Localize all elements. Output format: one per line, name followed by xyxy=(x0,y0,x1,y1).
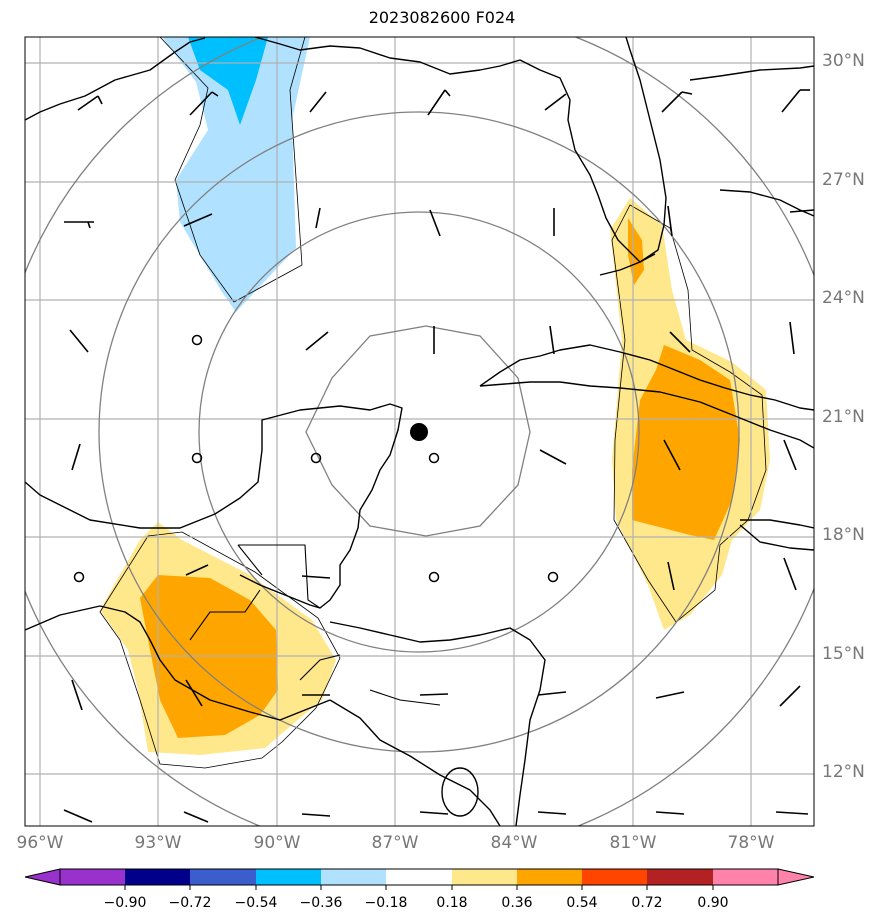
lat-lon-gridlines xyxy=(25,37,814,826)
contour-outlines xyxy=(99,37,767,769)
colorbar-extend-right xyxy=(777,868,815,886)
colorbar-tick-label: −0.72 xyxy=(168,895,212,911)
latitude-label: 18°N xyxy=(822,525,865,545)
colorbar-tick-label: 0.90 xyxy=(697,895,729,911)
colorbar-extend-left xyxy=(24,868,61,886)
colorbar-tick-label: 0.36 xyxy=(501,895,533,911)
map-title: 2023082600 F024 xyxy=(368,8,516,27)
country-borders xyxy=(189,544,441,706)
colorbar-tick-label: 0.54 xyxy=(566,895,598,911)
colorbar-tick-label: −0.36 xyxy=(299,895,343,911)
colorbar-tick-label: −0.54 xyxy=(234,895,278,911)
colorbar-tick-label: 0.18 xyxy=(436,895,468,911)
colorbar-bin xyxy=(713,869,778,885)
colorbar-bin xyxy=(647,869,713,885)
colorbar-bin xyxy=(452,869,517,885)
colorbar-bin xyxy=(125,869,190,885)
colorbar-bin xyxy=(190,869,256,885)
colorbar-bin xyxy=(256,869,321,885)
longitude-label: 96°W xyxy=(16,833,64,853)
colorbar-bin xyxy=(321,869,386,885)
latitude-label: 30°N xyxy=(822,51,865,71)
colorbar-bin xyxy=(60,869,125,885)
latitude-label: 21°N xyxy=(822,407,865,427)
longitude-label: 78°W xyxy=(727,833,775,853)
longitude-label: 87°W xyxy=(371,833,419,853)
colorbar-tick-label: −0.18 xyxy=(364,895,408,911)
longitude-label: 90°W xyxy=(253,833,301,853)
latitude-label: 12°N xyxy=(822,762,865,782)
longitude-label: 81°W xyxy=(609,833,657,853)
latitude-label: 27°N xyxy=(822,170,865,190)
storm-center-marker xyxy=(410,423,428,441)
longitude-label: 84°W xyxy=(490,833,538,853)
colorbar-bin xyxy=(386,869,452,885)
wind-barbs xyxy=(63,89,814,823)
range-rings xyxy=(25,37,814,826)
positive-anomaly-area-east xyxy=(610,198,770,630)
latitude-label: 15°N xyxy=(822,644,865,664)
longitude-label: 93°W xyxy=(134,833,182,853)
negative-anomaly-area xyxy=(162,37,310,312)
colorbar xyxy=(24,868,815,890)
colorbar-bin xyxy=(582,869,647,885)
calm-wind-circles xyxy=(73,334,559,583)
latitude-label: 24°N xyxy=(822,288,865,308)
colorbar-tick-label: −0.90 xyxy=(103,895,147,911)
coastlines xyxy=(25,37,814,826)
colorbar-tick-label: 0.72 xyxy=(631,895,663,911)
map-frame xyxy=(24,36,815,827)
colorbar-bin xyxy=(517,869,582,885)
positive-anomaly-area-southwest xyxy=(100,522,336,755)
